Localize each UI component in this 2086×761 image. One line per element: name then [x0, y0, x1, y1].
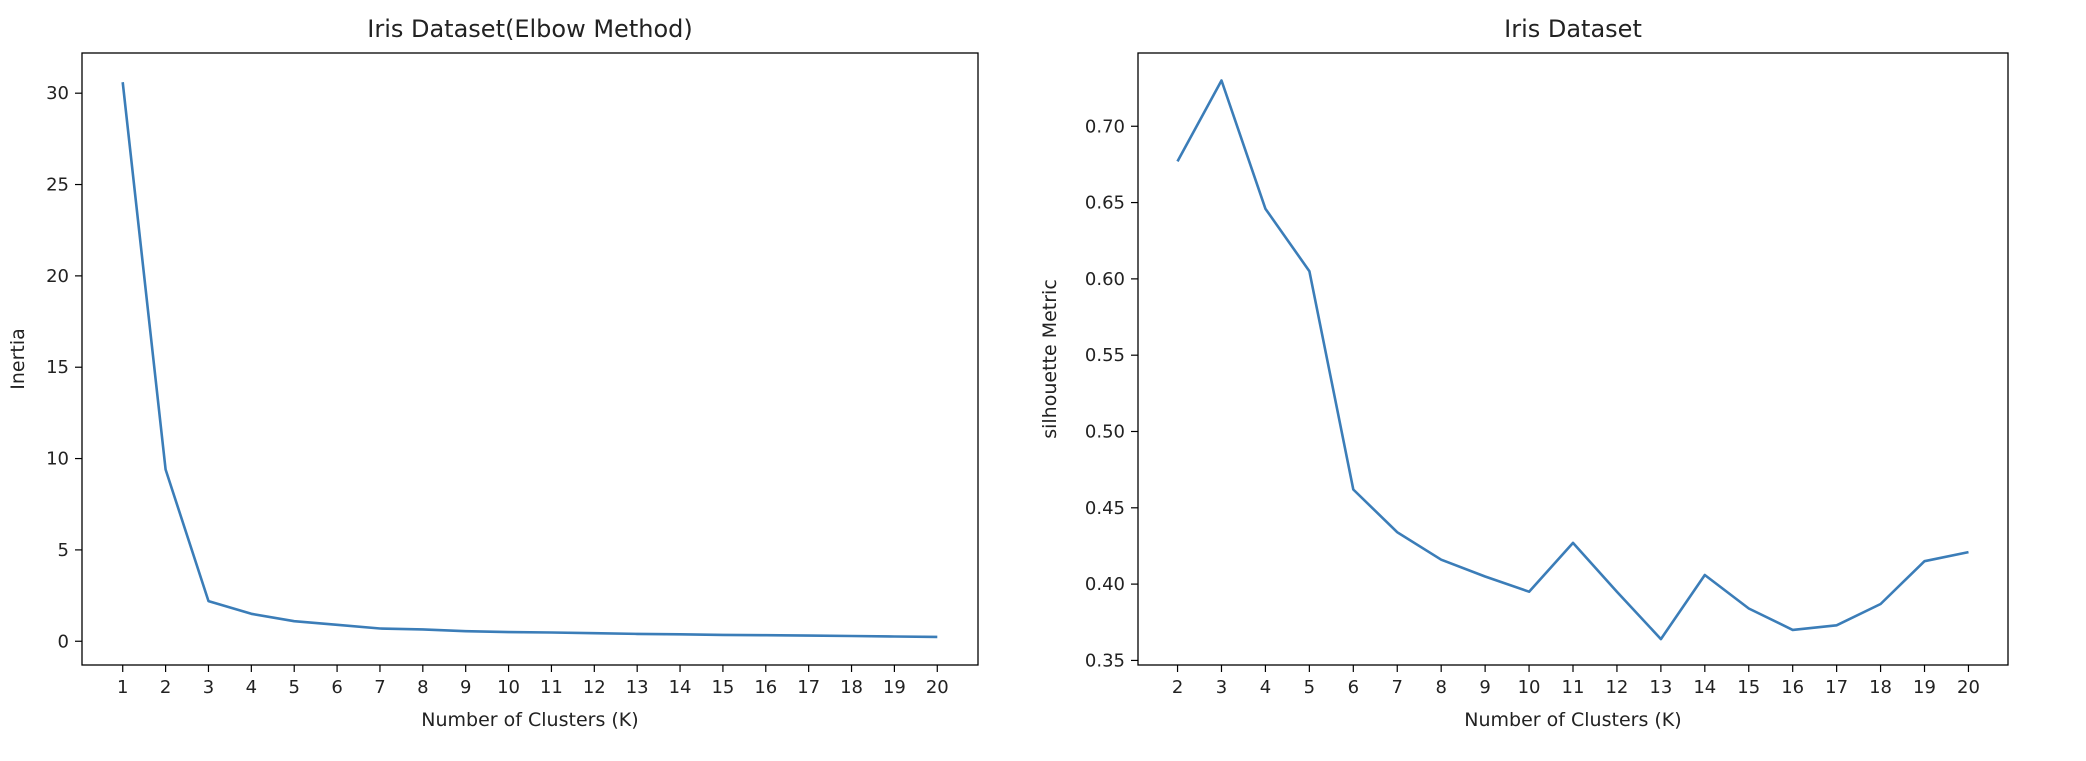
elbow-x-tick-label: 7 [374, 677, 385, 698]
silhouette-y-tick-label: 0.50 [1085, 421, 1125, 442]
elbow-x-tick-label: 10 [497, 677, 520, 698]
silhouette-x-tick-label: 14 [1693, 677, 1716, 698]
silhouette-x-tick-label: 12 [1605, 677, 1628, 698]
silhouette-y-axis-label: silhouette Metric [1039, 279, 1061, 439]
silhouette-x-tick-label: 2 [1172, 677, 1183, 698]
silhouette-x-tick-label: 15 [1737, 677, 1760, 698]
elbow-x-tick-label: 19 [883, 677, 906, 698]
silhouette-x-tick-label: 5 [1304, 677, 1315, 698]
silhouette-y-tick-label: 0.40 [1085, 574, 1125, 595]
elbow-x-tick-label: 15 [711, 677, 734, 698]
elbow-y-tick-label: 0 [58, 631, 69, 652]
elbow-y-tick-label: 20 [46, 266, 69, 287]
silhouette-x-tick-label: 10 [1518, 677, 1541, 698]
elbow-x-tick-label: 9 [460, 677, 471, 698]
elbow-x-tick-label: 4 [246, 677, 257, 698]
elbow-x-tick-label: 18 [840, 677, 863, 698]
elbow-y-tick-label: 10 [46, 449, 69, 470]
silhouette-y-tick-label: 0.35 [1085, 650, 1125, 671]
elbow-x-tick-label: 3 [203, 677, 214, 698]
silhouette-x-axis-label: Number of Clusters (K) [1464, 709, 1681, 731]
elbow-x-tick-label: 17 [797, 677, 820, 698]
silhouette-metric-line [1176, 79, 1969, 641]
silhouette-x-ticks: 2 3 4 5 6 7 8 9 10 11 12 13 14 15 16 17 18 19 20 [1172, 665, 1980, 698]
silhouette-x-tick-label: 4 [1260, 677, 1271, 698]
elbow-x-tick-label: 20 [926, 677, 949, 698]
elbow-y-tick-label: 30 [46, 83, 69, 104]
elbow-y-tick-label: 25 [46, 175, 69, 196]
silhouette-chart: Iris Dataset 2 3 4 5 6 7 8 9 10 11 12 13 14 15 16 17 18 1… [1039, 15, 2009, 731]
elbow-y-ticks: 0 5 10 15 20 25 30 [46, 83, 82, 652]
silhouette-x-tick-label: 7 [1392, 677, 1403, 698]
elbow-inertia-line [121, 82, 938, 639]
silhouette-x-tick-label: 11 [1562, 677, 1585, 698]
silhouette-chart-title: Iris Dataset [1504, 15, 1642, 43]
silhouette-x-tick-label: 9 [1479, 677, 1490, 698]
silhouette-y-ticks: 0.35 0.40 0.45 0.50 0.55 0.60 0.65 0.70 [1085, 116, 1138, 671]
elbow-x-tick-label: 12 [583, 677, 606, 698]
silhouette-x-tick-label: 13 [1649, 677, 1672, 698]
silhouette-y-tick-label: 0.60 [1085, 269, 1125, 290]
silhouette-x-tick-label: 18 [1869, 677, 1892, 698]
silhouette-x-tick-label: 20 [1957, 677, 1980, 698]
elbow-x-tick-label: 14 [669, 677, 692, 698]
silhouette-x-tick-label: 3 [1216, 677, 1227, 698]
silhouette-y-tick-label: 0.65 [1085, 193, 1125, 214]
silhouette-y-tick-label: 0.45 [1085, 498, 1125, 519]
silhouette-y-tick-label: 0.55 [1085, 345, 1125, 366]
elbow-x-ticks: 1 2 3 4 5 6 7 8 9 10 11 12 13 14 15 16 17 18 19 20 [117, 665, 949, 698]
elbow-plot-frame [81, 52, 979, 666]
silhouette-plot-frame [1137, 52, 2009, 666]
elbow-y-axis-label: Inertia [7, 328, 29, 390]
elbow-x-tick-label: 8 [417, 677, 428, 698]
silhouette-x-tick-label: 16 [1781, 677, 1804, 698]
elbow-chart-title: Iris Dataset(Elbow Method) [367, 15, 692, 43]
silhouette-x-tick-label: 17 [1825, 677, 1848, 698]
elbow-x-tick-label: 2 [160, 677, 171, 698]
elbow-x-tick-label: 13 [626, 677, 649, 698]
elbow-x-tick-label: 11 [540, 677, 563, 698]
silhouette-x-tick-label: 6 [1348, 677, 1359, 698]
silhouette-x-tick-label: 8 [1435, 677, 1446, 698]
elbow-chart: Iris Dataset(Elbow Method) 1 2 3 4 5 6 7 8 9 10 11… [7, 15, 979, 731]
elbow-x-axis-label: Number of Clusters (K) [421, 709, 638, 731]
silhouette-y-tick-label: 0.70 [1085, 116, 1125, 137]
silhouette-x-tick-label: 19 [1913, 677, 1936, 698]
elbow-x-tick-label: 5 [288, 677, 299, 698]
elbow-x-tick-label: 6 [331, 677, 342, 698]
elbow-x-tick-label: 1 [117, 677, 128, 698]
elbow-y-tick-label: 5 [58, 540, 69, 561]
elbow-y-tick-label: 15 [46, 357, 69, 378]
elbow-x-tick-label: 16 [754, 677, 777, 698]
